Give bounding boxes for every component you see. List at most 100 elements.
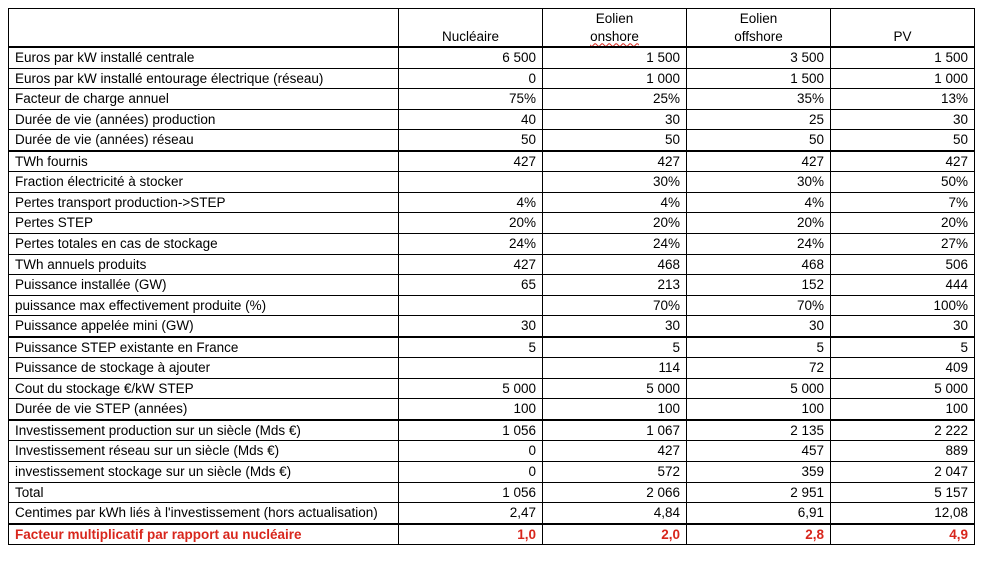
cell-pv: 2 222	[831, 420, 975, 441]
cell-offshore: 20%	[687, 213, 831, 234]
row-label: Fraction électricité à stocker	[9, 172, 399, 193]
table-row: Durée de vie (années) réseau50505050	[9, 130, 975, 151]
cell-offshore: 2 951	[687, 482, 831, 503]
table-header-row: Nucléaire Eolienonshore Eolienoffshore P…	[9, 9, 975, 48]
table-row: Investissement production sur un siècle …	[9, 420, 975, 441]
cell-offshore: 5 000	[687, 378, 831, 399]
table-row: puissance max effectivement produite (%)…	[9, 295, 975, 316]
table-row: Pertes totales en cas de stockage24%24%2…	[9, 234, 975, 255]
row-label: Euros par kW installé centrale	[9, 47, 399, 68]
cell-nucleaire: 24%	[399, 234, 543, 255]
cell-offshore: 359	[687, 462, 831, 483]
cell-nucleaire: 6 500	[399, 47, 543, 68]
cell-onshore: 100	[543, 399, 687, 420]
row-label: Cout du stockage €/kW STEP	[9, 378, 399, 399]
table-row: investissement stockage sur un siècle (M…	[9, 462, 975, 483]
cell-nucleaire: 50	[399, 130, 543, 151]
row-label: puissance max effectivement produite (%)	[9, 295, 399, 316]
table-row: Puissance STEP existante en France5555	[9, 337, 975, 358]
table-row: TWh fournis427427427427	[9, 151, 975, 172]
cell-pv: 13%	[831, 89, 975, 110]
row-label: Puissance installée (GW)	[9, 275, 399, 296]
row-label: Investissement production sur un siècle …	[9, 420, 399, 441]
cell-nucleaire: 20%	[399, 213, 543, 234]
table-row: Fraction électricité à stocker30%30%50%	[9, 172, 975, 193]
cell-onshore: 4%	[543, 192, 687, 213]
table-row: Pertes STEP20%20%20%20%	[9, 213, 975, 234]
cell-pv: 506	[831, 254, 975, 275]
cell-onshore: 468	[543, 254, 687, 275]
cell-pv: 5 157	[831, 482, 975, 503]
cell-nucleaire: 0	[399, 441, 543, 462]
table-row: Facteur de charge annuel75%25%35%13%	[9, 89, 975, 110]
cell-offshore: 50	[687, 130, 831, 151]
cell-nucleaire: 427	[399, 151, 543, 172]
cell-offshore: 72	[687, 358, 831, 379]
row-label: Durée de vie STEP (années)	[9, 399, 399, 420]
table-row: Durée de vie STEP (années)100100100100	[9, 399, 975, 420]
cell-pv: 50	[831, 130, 975, 151]
cell-onshore: 5 000	[543, 378, 687, 399]
cell-pv: 100%	[831, 295, 975, 316]
cell-onshore: 427	[543, 151, 687, 172]
cell-nucleaire	[399, 295, 543, 316]
row-label: Pertes totales en cas de stockage	[9, 234, 399, 255]
cell-offshore: 6,91	[687, 503, 831, 524]
cell-offshore: 152	[687, 275, 831, 296]
row-label: Puissance STEP existante en France	[9, 337, 399, 358]
table-row: Puissance de stockage à ajouter11472409	[9, 358, 975, 379]
cell-offshore: 24%	[687, 234, 831, 255]
cell-nucleaire: 5	[399, 337, 543, 358]
cell-onshore: 20%	[543, 213, 687, 234]
table-row: Cout du stockage €/kW STEP5 0005 0005 00…	[9, 378, 975, 399]
cell-pv: 12,08	[831, 503, 975, 524]
cell-nucleaire: 427	[399, 254, 543, 275]
cell-onshore: 24%	[543, 234, 687, 255]
cell-pv: 20%	[831, 213, 975, 234]
cell-onshore: 70%	[543, 295, 687, 316]
row-label: TWh annuels produits	[9, 254, 399, 275]
col-header-label	[9, 9, 399, 48]
cell-pv: 1 000	[831, 68, 975, 89]
cell-offshore: 70%	[687, 295, 831, 316]
table-row: Centimes par kWh liés à l'investissement…	[9, 503, 975, 524]
cell-offshore: 5	[687, 337, 831, 358]
cell-pv: 2 047	[831, 462, 975, 483]
row-label: Pertes transport production->STEP	[9, 192, 399, 213]
table-body: Euros par kW installé centrale6 5001 500…	[9, 47, 975, 545]
cell-pv: 427	[831, 151, 975, 172]
row-label: Total	[9, 482, 399, 503]
row-label: Durée de vie (années) réseau	[9, 130, 399, 151]
cell-onshore: 1 000	[543, 68, 687, 89]
cell-nucleaire: 2,47	[399, 503, 543, 524]
row-label: Durée de vie (années) production	[9, 109, 399, 130]
cell-pv: 50%	[831, 172, 975, 193]
table-row: Puissance installée (GW)65213152444	[9, 275, 975, 296]
table-row: TWh annuels produits427468468506	[9, 254, 975, 275]
row-label: Facteur multiplicatif par rapport au nuc…	[9, 524, 399, 545]
cell-pv: 7%	[831, 192, 975, 213]
cell-offshore: 3 500	[687, 47, 831, 68]
cell-pv: 27%	[831, 234, 975, 255]
cell-onshore: 5	[543, 337, 687, 358]
table-row: Facteur multiplicatif par rapport au nuc…	[9, 524, 975, 545]
cell-pv: 409	[831, 358, 975, 379]
cell-pv: 30	[831, 109, 975, 130]
row-label: investissement stockage sur un siècle (M…	[9, 462, 399, 483]
cell-nucleaire: 40	[399, 109, 543, 130]
cell-pv: 444	[831, 275, 975, 296]
cell-onshore: 1 067	[543, 420, 687, 441]
table-row: Investissement réseau sur un siècle (Mds…	[9, 441, 975, 462]
cell-offshore: 4%	[687, 192, 831, 213]
table-row: Total1 0562 0662 9515 157	[9, 482, 975, 503]
cell-nucleaire: 0	[399, 68, 543, 89]
cell-offshore: 100	[687, 399, 831, 420]
table-row: Puissance appelée mini (GW)30303030	[9, 316, 975, 337]
row-label: Centimes par kWh liés à l'investissement…	[9, 503, 399, 524]
cell-onshore: 114	[543, 358, 687, 379]
cell-onshore: 572	[543, 462, 687, 483]
col-header-pv: PV	[831, 9, 975, 48]
cell-nucleaire: 65	[399, 275, 543, 296]
row-label: Facteur de charge annuel	[9, 89, 399, 110]
table-row: Pertes transport production->STEP4%4%4%7…	[9, 192, 975, 213]
